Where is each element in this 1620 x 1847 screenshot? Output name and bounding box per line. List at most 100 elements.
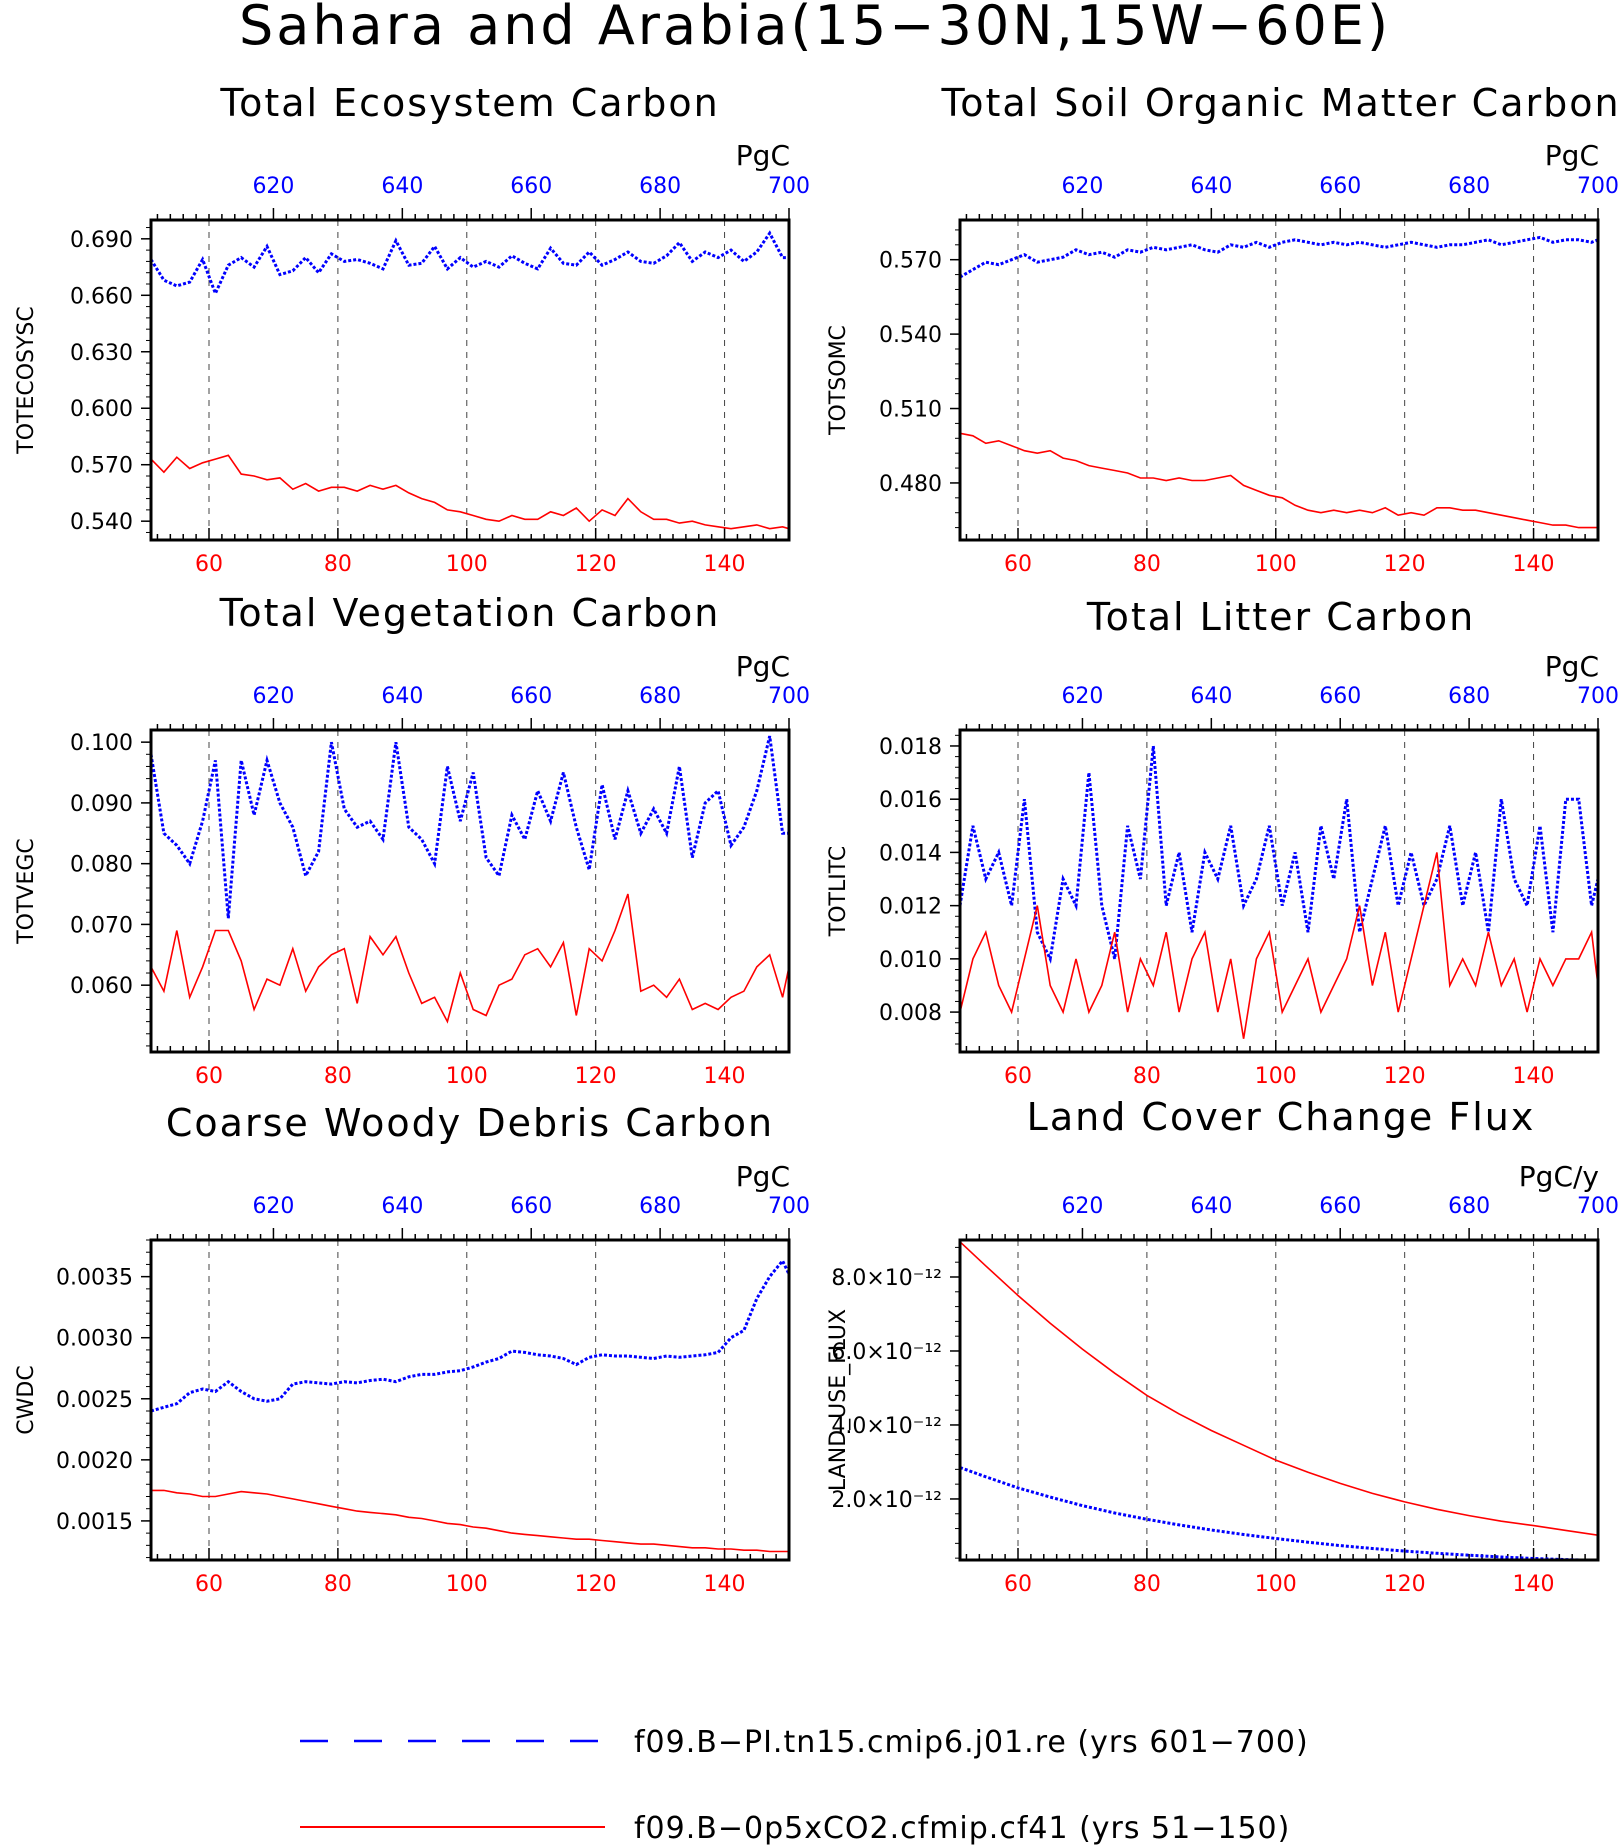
x-tick-label: 80 bbox=[1133, 1064, 1161, 1089]
x-tick-label: 80 bbox=[324, 1064, 352, 1089]
series-line-red bbox=[151, 1489, 789, 1553]
units-label: PgC bbox=[736, 650, 790, 683]
y-tick-label: 0.060 bbox=[70, 974, 133, 999]
x-tick-label: 120 bbox=[1384, 552, 1426, 577]
y-tick-label: 0.100 bbox=[70, 731, 133, 756]
series-line-red bbox=[151, 454, 789, 530]
x2-tick-label: 660 bbox=[1319, 174, 1361, 199]
x-tick-label: 100 bbox=[1255, 1572, 1297, 1597]
y-tick-label: 0.0025 bbox=[56, 1388, 133, 1413]
y-tick-label: 0.600 bbox=[70, 397, 133, 422]
y-tick-label: 0.480 bbox=[879, 472, 942, 497]
series-line-blue bbox=[151, 230, 789, 298]
x2-tick-label: 660 bbox=[1319, 684, 1361, 709]
chart-panel-1: Total Ecosystem Carbon PgC 60 80 100 120 140 62… bbox=[14, 81, 810, 577]
legend: f09.B−PI.tn15.cmip6.j01.re (yrs 601−700)… bbox=[300, 1725, 1309, 1846]
x-tick-label: 100 bbox=[446, 1572, 488, 1597]
series-line-blue bbox=[960, 235, 1598, 279]
figure-title: Sahara and Arabia(15−30N,15W−60E) bbox=[239, 0, 1391, 57]
x-tick-label: 140 bbox=[1513, 1064, 1555, 1089]
y-tick-label: 0.540 bbox=[879, 323, 942, 348]
y-tick-label: 0.570 bbox=[879, 249, 942, 274]
series-line-red bbox=[151, 893, 789, 1024]
x2-tick-label: 680 bbox=[639, 684, 681, 709]
series-line-blue bbox=[151, 735, 789, 919]
units-label: PgC bbox=[736, 139, 790, 172]
y-tick-label: 0.630 bbox=[70, 341, 133, 366]
x2-tick-label: 700 bbox=[1577, 174, 1619, 199]
x2-tick-label: 640 bbox=[1190, 684, 1232, 709]
y-tick-label: 0.018 bbox=[879, 735, 942, 760]
panel-title: Total Ecosystem Carbon bbox=[219, 81, 719, 125]
x-tick-label: 100 bbox=[1255, 1064, 1297, 1089]
x-tick-label: 140 bbox=[1513, 1572, 1555, 1597]
plot-frame bbox=[958, 218, 1600, 542]
y-axis-label: TOTECOSYSC bbox=[14, 306, 39, 455]
y-tick-label: 0.0035 bbox=[56, 1266, 133, 1291]
x2-tick-label: 640 bbox=[381, 1194, 423, 1219]
y-tick-label: 4.0×10⁻¹² bbox=[831, 1414, 942, 1439]
y-tick-label: 0.008 bbox=[879, 1001, 942, 1026]
series-line-blue bbox=[151, 1258, 789, 1413]
x-tick-label: 140 bbox=[704, 1572, 746, 1597]
x-tick-label: 60 bbox=[1004, 1064, 1032, 1089]
units-label: PgC bbox=[736, 1160, 790, 1193]
series-line-blue bbox=[960, 1466, 1598, 1560]
x2-tick-label: 700 bbox=[768, 174, 810, 199]
y-tick-label: 0.660 bbox=[70, 284, 133, 309]
x-tick-label: 60 bbox=[195, 1572, 223, 1597]
panels: Total Ecosystem Carbon PgC 60 80 100 120 140 62… bbox=[14, 81, 1620, 1597]
x-tick-label: 80 bbox=[1133, 552, 1161, 577]
y-axis-label: TOTSOMC bbox=[826, 325, 851, 436]
x-tick-label: 100 bbox=[446, 1064, 488, 1089]
panel-title: Total Soil Organic Matter Carbon bbox=[940, 81, 1620, 125]
y-tick-label: 6.0×10⁻¹² bbox=[831, 1340, 942, 1365]
x-tick-label: 120 bbox=[1384, 1572, 1426, 1597]
chart-panel-5: Coarse Woody Debris Carbon PgC 60 80 100 120 1… bbox=[14, 1101, 810, 1597]
x2-tick-label: 620 bbox=[252, 1194, 294, 1219]
x-tick-label: 100 bbox=[446, 552, 488, 577]
y-tick-label: 2.0×10⁻¹² bbox=[831, 1488, 942, 1513]
x2-tick-label: 640 bbox=[381, 684, 423, 709]
x2-tick-label: 700 bbox=[1577, 1194, 1619, 1219]
legend-label-red: f09.B−0p5xCO2.cfmip.cf41 (yrs 51−150) bbox=[634, 1811, 1290, 1846]
x2-tick-label: 660 bbox=[510, 1194, 552, 1219]
y-axis-label: TOTVEGC bbox=[14, 838, 39, 945]
y-tick-label: 0.010 bbox=[879, 948, 942, 973]
x-tick-label: 60 bbox=[1004, 1572, 1032, 1597]
y-tick-label: 0.014 bbox=[879, 841, 942, 866]
y-axis-label: LAND_USE_FLUX bbox=[826, 1309, 851, 1491]
x2-tick-label: 680 bbox=[639, 1194, 681, 1219]
panel-title: Total Vegetation Carbon bbox=[219, 591, 721, 635]
x2-tick-label: 640 bbox=[381, 174, 423, 199]
chart-panel-6: Land Cover Change Flux PgC/y 60 80 100 120 140… bbox=[826, 1095, 1619, 1597]
x2-tick-label: 660 bbox=[1319, 1194, 1361, 1219]
x2-tick-label: 620 bbox=[1061, 684, 1103, 709]
panel-title: Coarse Woody Debris Carbon bbox=[166, 1101, 774, 1145]
x-tick-label: 60 bbox=[195, 552, 223, 577]
x2-tick-label: 660 bbox=[510, 174, 552, 199]
x2-tick-label: 680 bbox=[639, 174, 681, 199]
x-tick-label: 80 bbox=[324, 552, 352, 577]
chart-panel-4: Total Litter Carbon PgC 60 80 100 120 140 620 64… bbox=[826, 595, 1619, 1089]
x2-tick-label: 680 bbox=[1448, 1194, 1490, 1219]
chart-panel-3: Total Vegetation Carbon PgC 60 80 100 120 140 6… bbox=[14, 591, 810, 1089]
y-tick-label: 0.080 bbox=[70, 853, 133, 878]
plot-frame bbox=[149, 1238, 791, 1562]
legend-label-blue: f09.B−PI.tn15.cmip6.j01.re (yrs 601−700) bbox=[634, 1725, 1309, 1760]
chart-panel-2: Total Soil Organic Matter Carbon PgC 60 80 1… bbox=[826, 81, 1620, 577]
x2-tick-label: 640 bbox=[1190, 1194, 1232, 1219]
x2-tick-label: 660 bbox=[510, 684, 552, 709]
units-label: PgC bbox=[1545, 650, 1599, 683]
panel-title: Total Litter Carbon bbox=[1086, 595, 1475, 639]
x-tick-label: 120 bbox=[575, 552, 617, 577]
x2-tick-label: 620 bbox=[1061, 174, 1103, 199]
plot-frame bbox=[149, 218, 791, 542]
x-tick-label: 120 bbox=[575, 1572, 617, 1597]
x-tick-label: 60 bbox=[1004, 552, 1032, 577]
y-tick-label: 0.0030 bbox=[56, 1327, 133, 1352]
x2-tick-label: 700 bbox=[768, 1194, 810, 1219]
series-line-red bbox=[960, 1241, 1598, 1536]
x-tick-label: 140 bbox=[704, 552, 746, 577]
